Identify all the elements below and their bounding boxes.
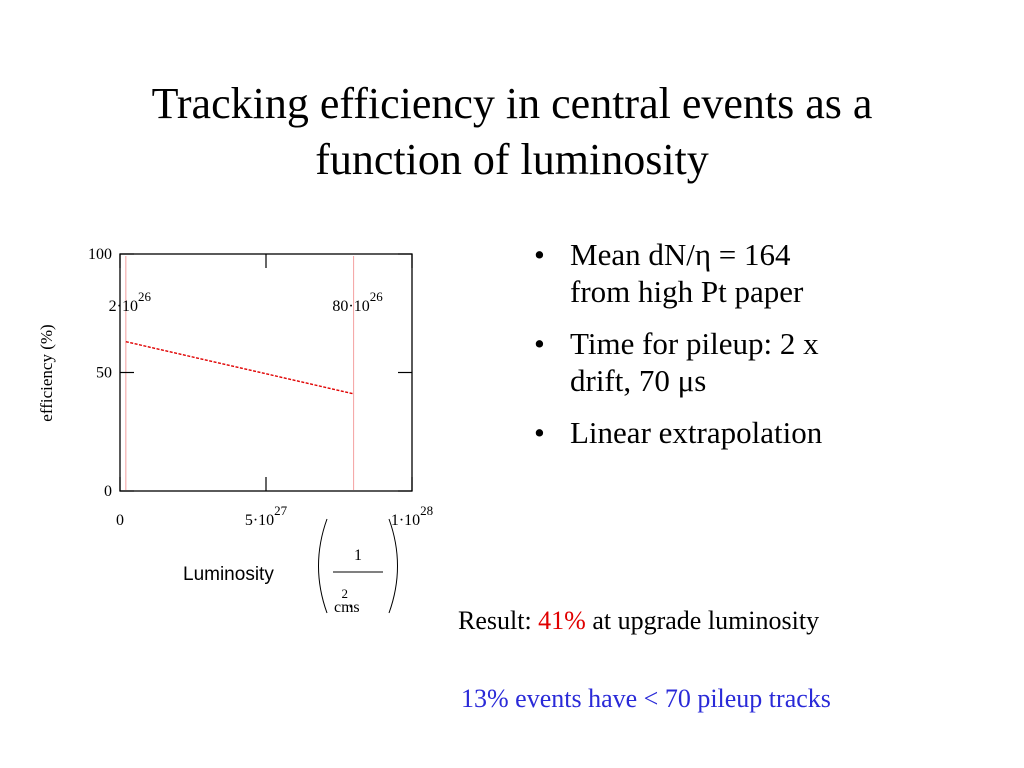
result-prefix: Result:	[458, 606, 539, 635]
bullet-glyph: •	[534, 237, 545, 272]
units-numerator: 1	[354, 547, 362, 564]
bullet-line: drift, 70 μs	[570, 363, 707, 398]
units-left-paren	[318, 518, 328, 614]
units-right-paren	[388, 518, 398, 614]
marker-label: 80·1026	[332, 289, 383, 315]
bullet-glyph: •	[534, 415, 545, 450]
slide-title: Tracking efficiency in central events as…	[0, 76, 1024, 188]
bullet-glyph: •	[534, 326, 545, 361]
bullet-line: Linear extrapolation	[570, 415, 823, 450]
series-line	[125, 341, 354, 395]
result-suffix: at upgrade luminosity	[585, 606, 820, 635]
bullet-line: Mean dN/η = 164	[570, 237, 791, 272]
y-tick-label: 100	[88, 246, 112, 263]
y-axis-label: efficiency (%)	[37, 324, 56, 421]
bullet-line: Time for pileup: 2 x	[570, 326, 819, 361]
x-tick-label: 0	[116, 512, 124, 529]
bullet-item: • Linear extrapolation	[534, 414, 934, 451]
bullet-item: • Mean dN/η = 164 from high Pt paper	[534, 236, 934, 310]
x-axis-units: 1 cm2·s	[318, 518, 398, 616]
bullet-item: • Time for pileup: 2 x drift, 70 μs	[534, 325, 934, 399]
y-tick-label: 50	[96, 365, 112, 382]
marker-label: 2·1026	[109, 289, 152, 315]
slide-title-line2: function of luminosity	[315, 135, 709, 184]
result-value: 41%	[538, 606, 586, 635]
x-axis-label: Luminosity	[183, 564, 274, 585]
slide-title-line1: Tracking efficiency in central events as…	[151, 79, 873, 128]
y-tick-label: 0	[104, 483, 112, 500]
x-tick-label: 5·1027	[245, 503, 288, 529]
plot-frame	[119, 253, 413, 492]
bullet-line: from high Pt paper	[570, 274, 804, 309]
result-text: Result: 41% at upgrade luminosity	[458, 606, 819, 636]
x-tick-label: 1·1028	[391, 503, 433, 529]
events-text: 13% events have < 70 pileup tracks	[461, 684, 831, 713]
bullet-list: • Mean dN/η = 164 from high Pt paper • Time…	[534, 236, 934, 466]
units-denominator: cm2·s	[334, 586, 360, 616]
efficiency-chart: 2·1026 80·1026 0 50 100 0 5·1027 1·1028 effici…	[37, 246, 433, 616]
